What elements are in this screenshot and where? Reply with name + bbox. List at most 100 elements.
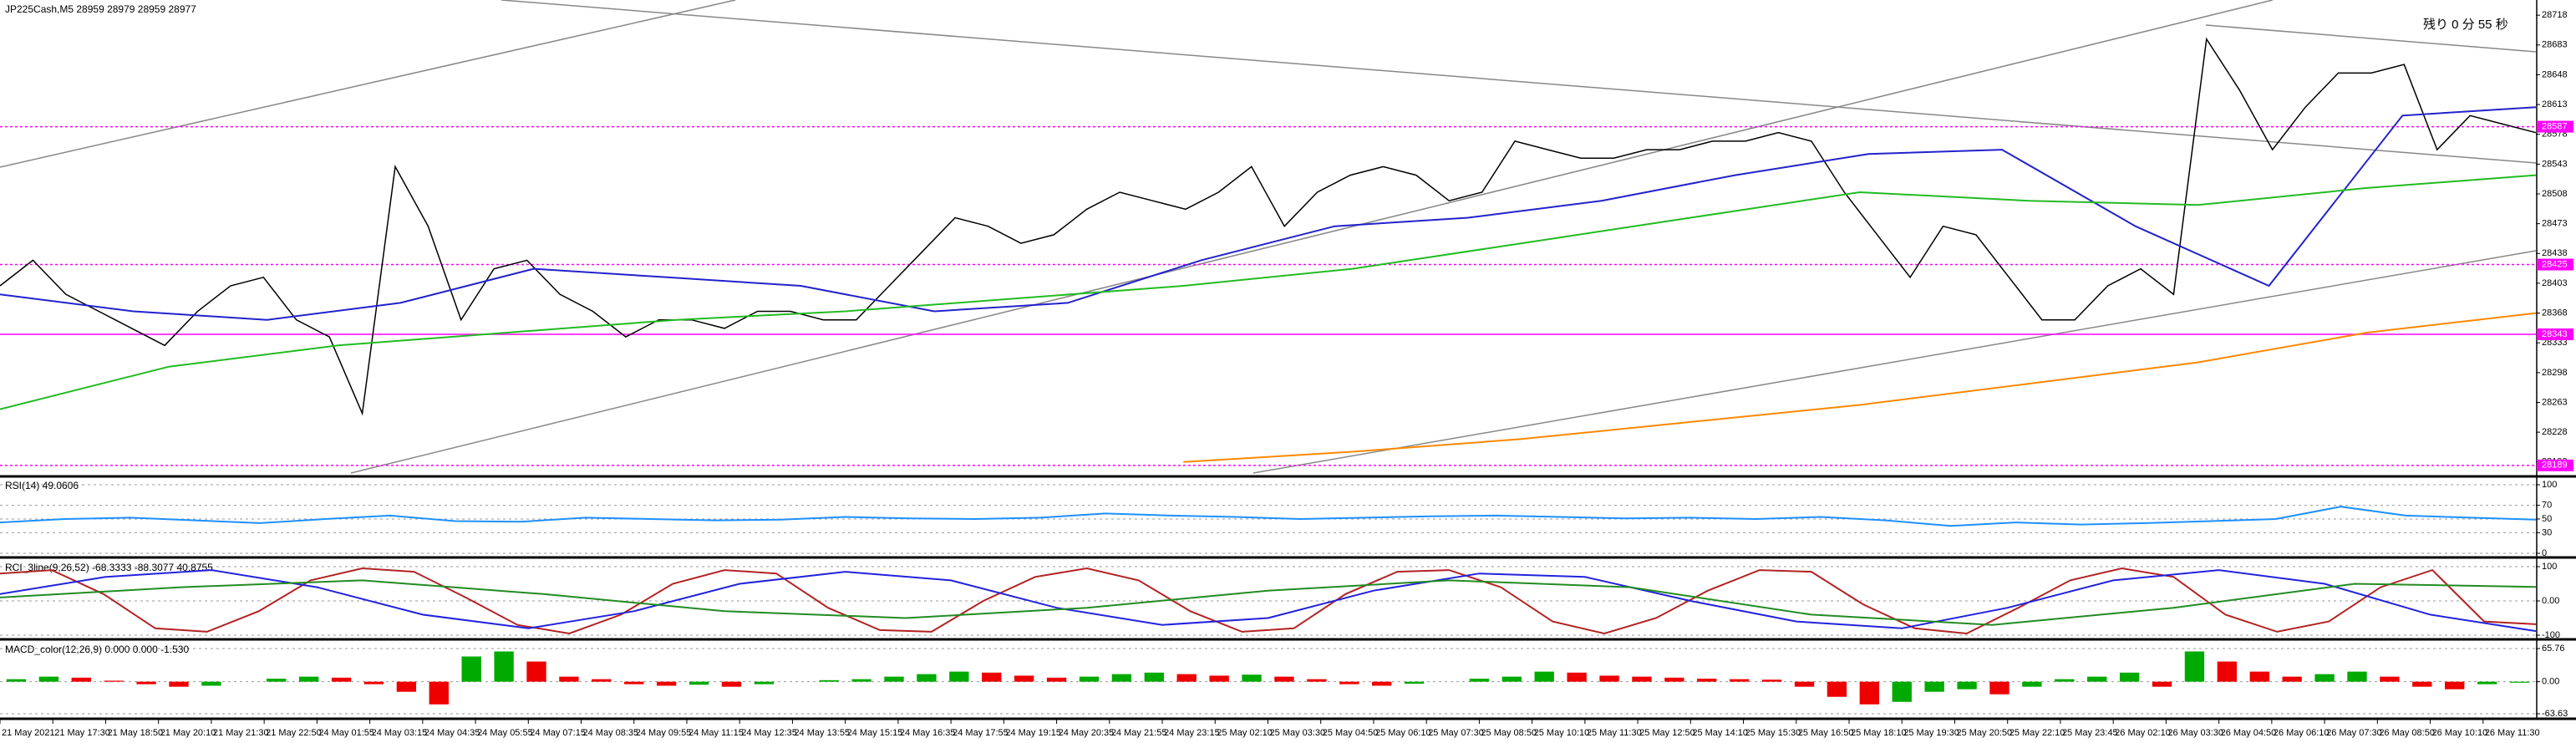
bar — [1079, 676, 1100, 682]
bar — [819, 679, 839, 682]
y-tick-label: 28403 — [2542, 278, 2568, 288]
x-tick-label: 24 May 20:35 — [1059, 728, 1115, 738]
bar — [1307, 679, 1327, 682]
x-tick-label: 24 May 05:55 — [477, 728, 533, 738]
pane-title: RSI(14) 49.0606 — [5, 480, 79, 491]
y-tick-label: 28718 — [2542, 10, 2568, 20]
x-tick-label: 24 May 03:15 — [372, 728, 428, 738]
x-tick-label: 24 May 16:35 — [900, 728, 956, 738]
bar — [104, 680, 124, 682]
x-tick-label: 25 May 07:30 — [1428, 728, 1484, 738]
trendline — [500, 0, 2537, 164]
price-level-tag — [2537, 258, 2573, 271]
bar — [38, 676, 59, 682]
bar — [2412, 681, 2432, 687]
y-tick-label: 28683 — [2542, 40, 2568, 50]
bar — [2152, 681, 2172, 687]
trendline — [0, 0, 736, 168]
bar — [1501, 676, 1522, 682]
y-tick-label: 70 — [2542, 501, 2552, 511]
bar — [1242, 674, 1262, 682]
bar — [1404, 681, 1425, 684]
bar — [2119, 672, 2140, 682]
x-tick-label: 25 May 11:30 — [1587, 728, 1642, 738]
bar — [1144, 672, 1164, 682]
x-tick-label: 26 May 04:50 — [2221, 728, 2277, 738]
x-tick-label: 25 May 15:30 — [1745, 728, 1801, 738]
y-tick-label: 0 — [2542, 548, 2547, 558]
x-tick-label: 26 May 03:30 — [2167, 728, 2223, 738]
bar — [624, 681, 644, 684]
bar — [1372, 681, 1392, 686]
bar — [1274, 676, 1294, 682]
bar — [429, 681, 449, 705]
bar — [6, 679, 27, 682]
price-level-label: 28189 — [2542, 461, 2568, 471]
bar — [592, 679, 612, 682]
x-tick-label: 26 May 10:10 — [2432, 728, 2488, 738]
x-tick-label: 24 May 11:15 — [688, 728, 744, 738]
bar — [1794, 681, 1815, 687]
bar — [1534, 671, 1554, 682]
y-tick-label: 28543 — [2542, 159, 2568, 169]
bar — [1046, 677, 1067, 682]
y-tick-label: 28298 — [2542, 368, 2568, 378]
bar — [917, 674, 937, 682]
x-tick-label: 25 May 14:10 — [1692, 728, 1748, 738]
bar — [1924, 681, 1944, 692]
bar — [1859, 681, 1880, 705]
bar — [396, 681, 417, 692]
series-line — [0, 567, 2537, 635]
x-tick-label: 26 May 08:50 — [2379, 728, 2435, 738]
x-tick-label: 25 May 20:50 — [1956, 728, 2012, 738]
price-level-label: 28343 — [2542, 329, 2568, 339]
bar — [2282, 676, 2302, 682]
y-tick-label: 0.00 — [2542, 596, 2559, 606]
bar — [1892, 681, 1912, 702]
bar — [331, 677, 352, 682]
x-tick-label: 24 May 09:55 — [636, 728, 692, 738]
x-tick-label: 21 May 20:10 — [160, 728, 216, 738]
x-tick-label: 24 May 15:15 — [847, 728, 903, 738]
bar — [169, 681, 189, 687]
bar — [1989, 681, 2009, 695]
x-tick-label: 24 May 08:35 — [583, 728, 639, 738]
bar — [851, 679, 871, 682]
x-tick-label: 25 May 16:50 — [1798, 728, 1854, 738]
bar — [298, 676, 319, 682]
x-tick-label: 24 May 13:55 — [794, 728, 850, 738]
y-tick-label: 28333 — [2542, 338, 2568, 348]
pane-borders — [0, 0, 2576, 720]
bar — [2380, 676, 2400, 682]
y-tick-label: 28613 — [2542, 99, 2568, 109]
x-tick-label: 25 May 03:30 — [1270, 728, 1326, 738]
pane-title: MACD_color(12,26,9) 0.000 0.000 -1.530 — [5, 644, 189, 655]
bar — [1664, 677, 1684, 682]
y-tick-label: 28368 — [2542, 308, 2568, 318]
y-tick-label: 28263 — [2542, 397, 2568, 407]
x-tick-label: 24 May 23:15 — [1164, 728, 1220, 738]
trendline — [1252, 250, 2537, 474]
y-tick-label: 100 — [2542, 562, 2557, 572]
bar — [461, 656, 481, 682]
bar — [1567, 672, 1587, 682]
bar — [2055, 679, 2075, 682]
bar — [267, 679, 287, 682]
series-line — [0, 569, 2537, 633]
series-line — [0, 579, 2537, 626]
y-tick-label: 28228 — [2542, 427, 2568, 437]
x-tick-label: 21 May 22:50 — [266, 728, 322, 738]
bar — [754, 681, 775, 684]
y-tick-label: -100 — [2542, 630, 2560, 640]
x-tick-label: 26 May 07:30 — [2326, 728, 2382, 738]
y-tick-label: 0.00 — [2542, 677, 2559, 687]
bar — [982, 672, 1002, 682]
x-tick-label: 21 May 17:30 — [54, 728, 110, 738]
y-tick-label: 28508 — [2542, 189, 2568, 199]
y-tick-label: 100 — [2542, 480, 2557, 490]
trendlines — [0, 0, 2537, 474]
series-line — [0, 506, 2537, 527]
bar — [2314, 674, 2335, 682]
bar — [201, 681, 221, 686]
